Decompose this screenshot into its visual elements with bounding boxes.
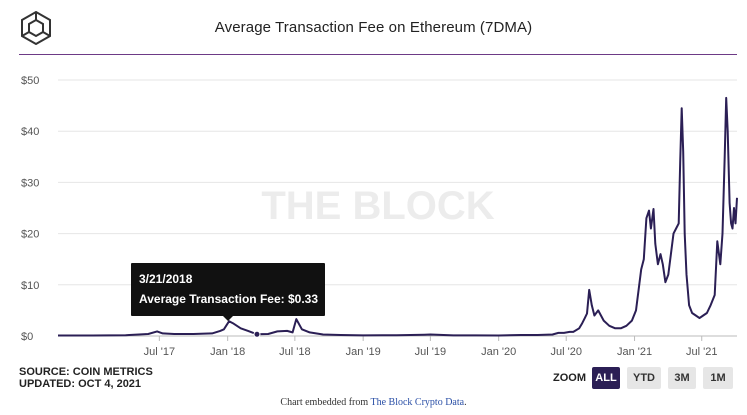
tooltip-pointer <box>223 316 233 321</box>
source-note: SOURCE: COIN METRICS UPDATED: OCT 4, 202… <box>19 366 153 390</box>
series-line-0 <box>58 96 738 337</box>
the-block-logo <box>21 11 51 45</box>
axis-layer: $0 $10 $20 $30 $40 $50 Jul '17 Jan '18 Jul '18 Ja… <box>21 75 717 358</box>
data-tooltip: 3/21/2018 Average Transaction Fee: $0.33 <box>131 263 325 321</box>
series-layer <box>58 96 738 337</box>
tooltip-label: Average Transaction Fee: <box>139 292 285 306</box>
marker-layer <box>253 330 261 338</box>
y-tick-label-4: $40 <box>21 126 39 138</box>
x-tick-label-7: Jan '21 <box>617 346 652 358</box>
y-tick-label-0: $0 <box>21 331 33 343</box>
grid-layer <box>58 79 737 337</box>
embed-credit: Chart embedded from The Block Crypto Dat… <box>0 397 747 408</box>
x-tick-label-5: Jan '20 <box>481 346 516 358</box>
zoom-ytd-button[interactable]: YTD <box>627 367 661 389</box>
embed-suffix: . <box>464 397 467 408</box>
updated-line: UPDATED: OCT 4, 2021 <box>19 378 142 390</box>
x-tick-label-1: Jan '18 <box>210 346 245 358</box>
x-tick-label-8: Jul '21 <box>686 346 717 358</box>
source-line: SOURCE: COIN METRICS <box>19 366 153 378</box>
title-divider <box>19 54 737 55</box>
zoom-3m-button[interactable]: 3M <box>668 367 696 389</box>
embed-prefix: Chart embedded from <box>280 397 371 408</box>
x-tick-label-4: Jul '19 <box>415 346 446 358</box>
zoom-1m-button[interactable]: 1M <box>703 367 733 389</box>
watermark: THE BLOCK <box>261 184 494 228</box>
y-tick-label-1: $10 <box>21 280 39 292</box>
tooltip-text: Average Transaction Fee: $0.33 <box>139 292 318 306</box>
highlight-point <box>253 330 261 338</box>
the-block-data-link[interactable]: The Block Crypto Data <box>370 397 465 408</box>
x-tick-label-6: Jul '20 <box>551 346 582 358</box>
zoom-label: ZOOM <box>553 372 586 384</box>
y-tick-label-3: $30 <box>21 177 39 189</box>
y-tick-label-2: $20 <box>21 229 39 241</box>
x-tick-label-0: Jul '17 <box>144 346 175 358</box>
tooltip-date: 3/21/2018 <box>139 272 193 286</box>
tooltip-value: $0.33 <box>287 292 318 306</box>
chart-title: Average Transaction Fee on Ethereum (7DM… <box>214 19 533 36</box>
line-chart: THE BLOCK $0 $10 $20 $30 $40 $50 Jul '17 Jan '1… <box>21 75 738 358</box>
zoom-all-button[interactable]: ALL <box>592 367 620 389</box>
x-tick-label-3: Jan '19 <box>346 346 381 358</box>
y-tick-label-5: $50 <box>21 75 39 87</box>
x-tick-label-2: Jul '18 <box>279 346 310 358</box>
